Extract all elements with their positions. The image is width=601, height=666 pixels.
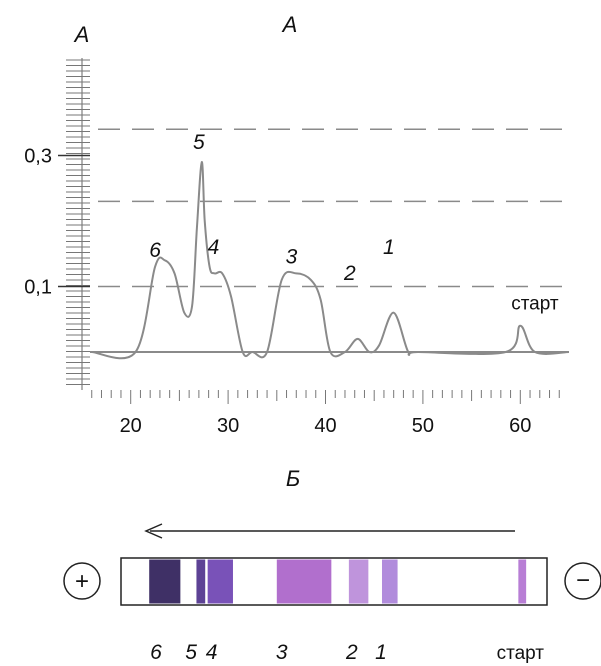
x-tick-label: 20 [120, 415, 142, 437]
direction-arrow [144, 523, 515, 539]
y-axis-label: А [73, 22, 90, 47]
strip-band [196, 559, 206, 604]
peak-label: 4 [208, 236, 220, 259]
strip-label: 3 [276, 641, 288, 664]
y-tick-label: 0,1 [24, 277, 52, 299]
strip-label: 2 [345, 641, 358, 664]
cathode-symbol: − [564, 562, 601, 600]
peak-label: 6 [149, 239, 161, 262]
y-tick-label: 0,3 [24, 146, 52, 168]
peak-label: 1 [383, 236, 395, 259]
strip-band [381, 559, 398, 604]
strip-band [207, 559, 233, 604]
grid-lines [98, 128, 569, 288]
y-axis: 0,1 0,3 [24, 58, 90, 390]
strip-labels: 6 5 4 3 2 1 старт [150, 641, 544, 664]
electrophoresis-strip [120, 557, 548, 606]
peak-label: 3 [286, 246, 298, 269]
x-axis: 20 30 40 50 60 [90, 351, 569, 437]
strip-label: 1 [375, 641, 387, 664]
plus-sign: + [75, 568, 89, 595]
strip-bands [149, 559, 527, 604]
minus-sign: − [576, 567, 590, 594]
strip-band [348, 559, 369, 604]
strip-label: 6 [150, 641, 162, 664]
x-tick-label: 60 [509, 415, 531, 437]
strip-title: Б [286, 466, 300, 491]
chart-title: А [281, 12, 298, 37]
x-tick-label: 50 [412, 415, 434, 437]
anode-symbol: + [63, 562, 101, 600]
x-tick-label: 40 [314, 415, 336, 437]
strip-label: 5 [185, 641, 197, 664]
peak-label: 5 [193, 131, 205, 154]
peak-label: 2 [343, 262, 356, 285]
strip-band [518, 559, 527, 604]
strip-band [276, 559, 332, 604]
strip-label: старт [497, 643, 545, 664]
densitogram-curve [91, 161, 570, 360]
x-tick-label: 30 [217, 415, 239, 437]
peak-labels: 1 2 3 4 5 6 старт [149, 131, 559, 314]
peak-label: старт [511, 293, 559, 314]
strip-band [149, 559, 181, 604]
strip-label: 4 [206, 641, 218, 664]
